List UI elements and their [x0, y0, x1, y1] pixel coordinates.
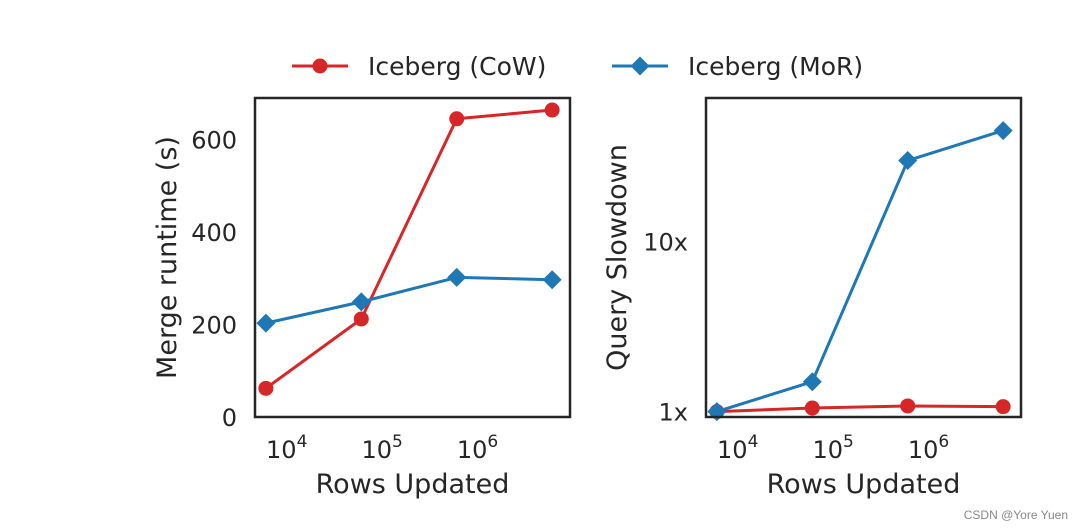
data-point-cow: [804, 400, 820, 416]
x-tick-label: 104: [717, 432, 758, 464]
data-point-mor: [256, 313, 276, 333]
data-point-cow: [900, 398, 916, 414]
x-axis-label: Rows Updated: [767, 469, 961, 500]
x-tick-label: 104: [266, 432, 307, 464]
legend-marker: [630, 56, 650, 76]
data-point-cow: [353, 311, 369, 327]
x-tick-label: 105: [812, 432, 853, 464]
y-tick-label: 1x: [659, 399, 688, 427]
data-point-cow: [544, 102, 560, 118]
data-point-cow: [449, 111, 465, 127]
y-axis-label: Merge runtime (s): [152, 136, 183, 379]
legend-label: Iceberg (MoR): [688, 52, 863, 81]
data-point-mor: [993, 121, 1013, 141]
data-point-mor: [542, 270, 562, 290]
x-tick-label: 106: [908, 432, 949, 464]
x-tick-label: 105: [361, 432, 402, 464]
series-line-mor: [265, 275, 553, 325]
watermark: CSDN @Yore Yuen: [964, 508, 1068, 522]
data-point-cow: [258, 380, 274, 396]
legend-item-mor: Iceberg (MoR): [612, 52, 863, 81]
query-slowdown-panel: 104 105 106 1x 10x Rows Updated Query Slowdown: [602, 96, 1023, 500]
x-axis-label: Rows Updated: [316, 469, 510, 500]
y-tick-label: 600: [191, 127, 237, 155]
data-point-mor: [351, 292, 371, 312]
data-point-mor: [898, 151, 918, 171]
data-point-mor: [802, 372, 822, 392]
series-line-cow: [716, 404, 1004, 414]
series-line-cow: [265, 108, 553, 390]
plot-frame: [253, 96, 572, 419]
y-tick-label: 0: [222, 404, 237, 432]
legend-marker: [312, 58, 328, 74]
series-line-mor: [716, 129, 1004, 414]
legend-item-cow: Iceberg (CoW): [292, 52, 546, 81]
y-tick-label: 200: [191, 312, 237, 340]
data-point-mor: [447, 267, 467, 287]
y-tick-label: 10x: [643, 229, 688, 257]
data-point-cow: [995, 399, 1011, 415]
data-point-mor: [707, 402, 727, 422]
plot-frame: [704, 96, 1023, 419]
merge-runtime-panel: 104 105 106 0 200 400 600 Rows Updated Merge run…: [152, 96, 572, 500]
y-tick-label: 400: [191, 219, 237, 247]
legend-label: Iceberg (CoW): [368, 52, 546, 81]
x-tick-label: 106: [457, 432, 498, 464]
y-axis-label: Query Slowdown: [602, 144, 633, 371]
legend: Iceberg (CoW) Iceberg (MoR): [292, 52, 863, 81]
